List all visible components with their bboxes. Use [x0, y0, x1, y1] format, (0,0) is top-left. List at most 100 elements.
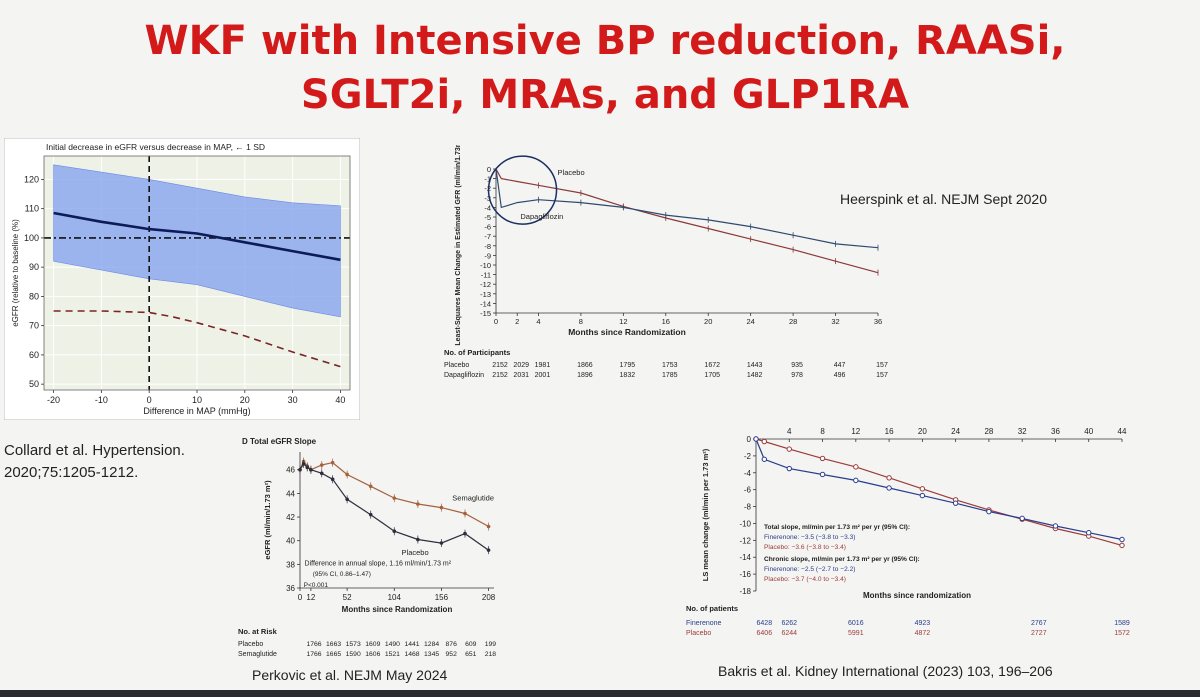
y-tick-label: 46 — [286, 466, 295, 475]
risk-cell: 1866 — [577, 362, 593, 369]
risk-cell: 1482 — [747, 372, 763, 379]
y-axis-label: eGFR (relative to baseline (%) — [11, 219, 20, 327]
data-point — [392, 496, 397, 500]
risk-cell: 2029 — [513, 362, 529, 369]
risk-cell: 1284 — [424, 641, 439, 648]
total-slope-finerenone: Finerenone: −3.5 (−3.8 to −3.3) — [764, 534, 855, 541]
y-tick-label: 40 — [286, 537, 295, 546]
x-tick-label: 40 — [1084, 427, 1093, 436]
risk-cell: 1589 — [1114, 620, 1130, 627]
risk-row-label: Semaglutide — [238, 651, 277, 658]
chronic-slope-title: Chronic slope, ml/min per 1.73 m² per yr… — [764, 556, 920, 563]
risk-table-title: No. at Risk — [238, 627, 278, 636]
data-point — [753, 436, 759, 442]
y-tick-label: -8 — [484, 242, 491, 251]
data-point — [819, 471, 826, 478]
y-tick-label: -13 — [480, 290, 491, 299]
chronic-slope-finerenone: Finerenone: −2.5 (−2.7 to −2.2) — [764, 566, 855, 573]
x-tick-label: 156 — [435, 593, 449, 602]
risk-row-label: Placebo — [238, 641, 263, 648]
data-point — [439, 541, 444, 545]
annotation-p: P<0.001 — [304, 582, 329, 589]
risk-cell: 6262 — [781, 620, 797, 627]
risk-cell: 6016 — [848, 620, 864, 627]
data-point — [345, 472, 349, 477]
y-tick-label: 70 — [29, 321, 39, 331]
y-tick-label: 100 — [24, 233, 39, 243]
citation-heerspink: Heerspink et al. NEJM Sept 2020 — [840, 191, 1047, 207]
risk-cell: 1573 — [346, 641, 361, 648]
data-point — [1086, 530, 1092, 536]
risk-cell: 496 — [834, 372, 846, 379]
y-tick-label: -14 — [739, 553, 751, 562]
data-point — [986, 508, 992, 515]
label-dapagliflozin: Dapagliflozin — [520, 212, 563, 221]
total-slope-title: Total slope, ml/min per 1.73 m² per yr (… — [764, 524, 910, 531]
data-point — [786, 446, 792, 452]
risk-cell: 1468 — [404, 651, 419, 658]
y-tick-label: 0 — [747, 435, 752, 444]
x-tick-label: 28 — [789, 317, 797, 326]
risk-cell: 2001 — [535, 372, 551, 379]
y-tick-label: -18 — [739, 587, 751, 596]
x-tick-label: -20 — [47, 395, 60, 405]
risk-cell: 1672 — [704, 362, 720, 369]
label-semaglutide: Semaglutide — [452, 493, 494, 502]
y-tick-label: -15 — [480, 309, 491, 318]
risk-cell: 218 — [485, 651, 497, 658]
y-tick-label: -5 — [484, 213, 491, 222]
data-point — [305, 465, 310, 470]
risk-cell: 2767 — [1031, 620, 1047, 627]
risk-cell: 1766 — [306, 651, 321, 658]
citation-perkovic: Perkovic et al. NEJM May 2024 — [252, 667, 448, 683]
y-tick-label: -9 — [484, 251, 491, 260]
risk-row-label: Placebo — [686, 630, 711, 637]
x-tick-label: 12 — [851, 427, 860, 436]
annotation-ci: (95% CI, 0.86–1.47) — [313, 571, 371, 578]
y-tick-label: -7 — [484, 232, 491, 241]
risk-row-label: Finerenone — [686, 620, 722, 627]
x-tick-label: 24 — [746, 317, 754, 326]
data-point — [463, 511, 467, 516]
data-point — [309, 467, 313, 472]
x-axis-label: Months since randomization — [863, 591, 971, 600]
x-tick-label: 104 — [388, 593, 402, 602]
data-point — [1119, 536, 1125, 543]
x-tick-label: 12 — [306, 593, 315, 602]
total-slope-placebo: Placebo: −3.6 (−3.8 to −3.4) — [764, 544, 846, 551]
label-placebo: Placebo — [558, 168, 585, 177]
y-tick-label: -2 — [744, 452, 752, 461]
data-point — [463, 531, 467, 536]
annotation-difference: Difference in annual slope, 1.16 ml/min/… — [305, 561, 452, 568]
x-tick-label: 32 — [831, 317, 839, 326]
risk-cell: 1345 — [424, 651, 439, 658]
x-tick-label: 0 — [147, 395, 152, 405]
risk-cell: 1705 — [704, 372, 720, 379]
chart-title: Initial decrease in eGFR versus decrease… — [46, 142, 265, 152]
x-tick-label: 12 — [619, 317, 627, 326]
y-tick-label: 44 — [286, 489, 295, 498]
data-point — [416, 537, 420, 542]
bakris-chart: 4 8 12 16 20 24 28 32 36 40 44 0 -2 -4 -6 -8 -10 -12 -14 -1… — [686, 427, 1130, 637]
y-tick-label: 0 — [487, 165, 491, 174]
risk-cell: 2152 — [492, 372, 508, 379]
x-tick-label: 2 — [515, 317, 519, 326]
risk-row-label: Placebo — [444, 362, 469, 369]
risk-table-title: No. of Participants — [444, 348, 510, 357]
risk-cell: 6428 — [757, 620, 773, 627]
risk-cell: 1665 — [326, 651, 341, 658]
perkovic-chart: 0 12 52 104 156 208 36 38 40 42 44 46 D Total eGFR S… — [238, 437, 497, 658]
risk-cell: 1609 — [365, 641, 380, 648]
data-point — [319, 463, 324, 467]
risk-cell: 2152 — [492, 362, 508, 369]
y-tick-label: -4 — [744, 469, 752, 478]
risk-table-title: No. of patients — [686, 604, 738, 613]
x-axis-label: Difference in MAP (mmHg) — [143, 406, 250, 416]
threshold-line — [53, 310, 341, 368]
data-point — [486, 548, 491, 552]
y-tick-label: -11 — [481, 271, 491, 280]
x-tick-label: 4 — [787, 427, 792, 436]
risk-cell: 1981 — [535, 362, 551, 369]
risk-cell: 651 — [465, 651, 477, 658]
data-point — [319, 471, 324, 476]
